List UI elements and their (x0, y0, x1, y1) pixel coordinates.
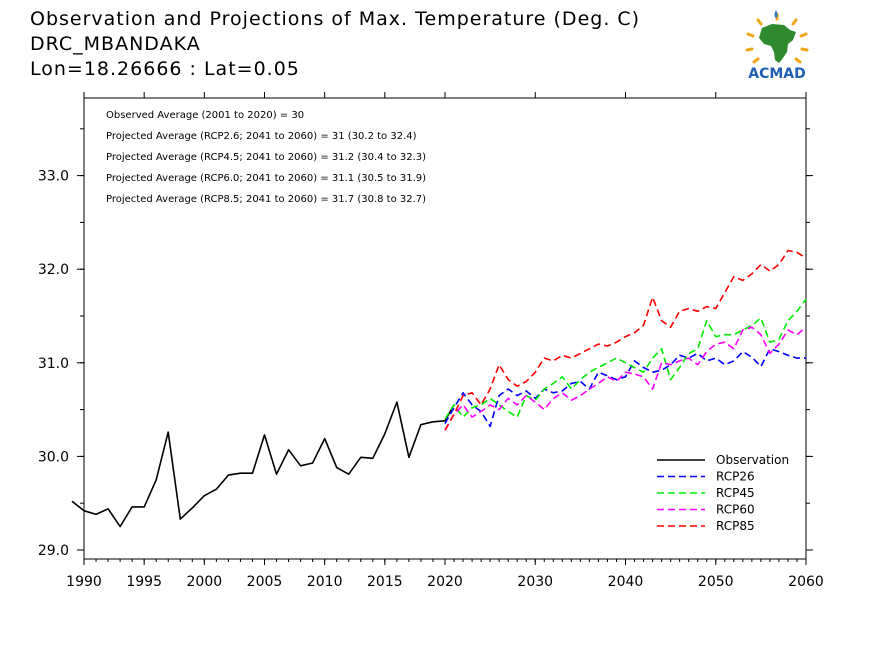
series-line-observation (71, 401, 455, 528)
x-tick-label: 2030 (517, 574, 553, 590)
y-tick-label: 31.0 (38, 356, 69, 372)
plot-frame (83, 97, 807, 560)
x-tick-label: 1995 (126, 574, 162, 590)
series-line-rcp26 (444, 347, 806, 428)
annotation-line: Projected Average (RCP6.0; 2041 to 2060)… (106, 173, 426, 184)
axis-ticks: 29.0 30.0 31.0 32.0 33.0 1990 1995 2000 2005 2010… (38, 92, 824, 590)
acmad-logo: ACMAD (738, 8, 816, 82)
series-lines (71, 249, 807, 528)
logo-text: ACMAD (748, 66, 806, 82)
x-tick-label: 2060 (788, 574, 824, 590)
annotation-block: Observed Average (2001 to 2020) = 30 Proj… (106, 110, 426, 205)
annotation-line: Observed Average (2001 to 2020) = 30 (106, 110, 304, 121)
y-tick-label: 30.0 (38, 449, 69, 465)
annotation-line: Projected Average (RCP4.5; 2041 to 2060)… (106, 152, 426, 163)
annotation-line: Projected Average (RCP8.5; 2041 to 2060)… (106, 194, 426, 205)
station-name: DRC_MBANDAKA (30, 33, 201, 55)
annotation-line: Projected Average (RCP2.6; 2041 to 2060)… (106, 131, 417, 142)
x-tick-label: 2005 (247, 574, 283, 590)
series-line-rcp60 (444, 326, 807, 431)
x-tick-label: 2020 (427, 574, 463, 590)
x-tick-label: 2040 (608, 574, 644, 590)
x-tick-label: 2010 (307, 574, 343, 590)
legend-label: Observation (716, 453, 789, 467)
y-tick-label: 33.0 (38, 169, 69, 185)
y-tick-label: 32.0 (38, 262, 69, 278)
axes-frame (83, 97, 807, 560)
series-line-rcp45 (444, 298, 807, 420)
x-tick-label: 2015 (367, 574, 403, 590)
x-tick-label: 2050 (698, 574, 734, 590)
legend-label: RCP85 (716, 519, 755, 533)
y-tick-label: 29.0 (38, 543, 69, 559)
series-line-rcp85 (444, 249, 807, 431)
legend-label: RCP60 (716, 503, 755, 517)
chart-title: Observation and Projections of Max. Temp… (30, 8, 641, 30)
legend: Observation RCP26 RCP45 RCP60 RCP85 (657, 453, 789, 533)
station-coordinates: Lon=18.26666 : Lat=0.05 (30, 58, 300, 80)
x-tick-label: 1990 (66, 574, 102, 590)
africa-map-icon: ACMAD (745, 10, 809, 82)
legend-label: RCP26 (716, 470, 755, 484)
x-tick-label: 2000 (187, 574, 223, 590)
legend-label: RCP45 (716, 486, 755, 500)
